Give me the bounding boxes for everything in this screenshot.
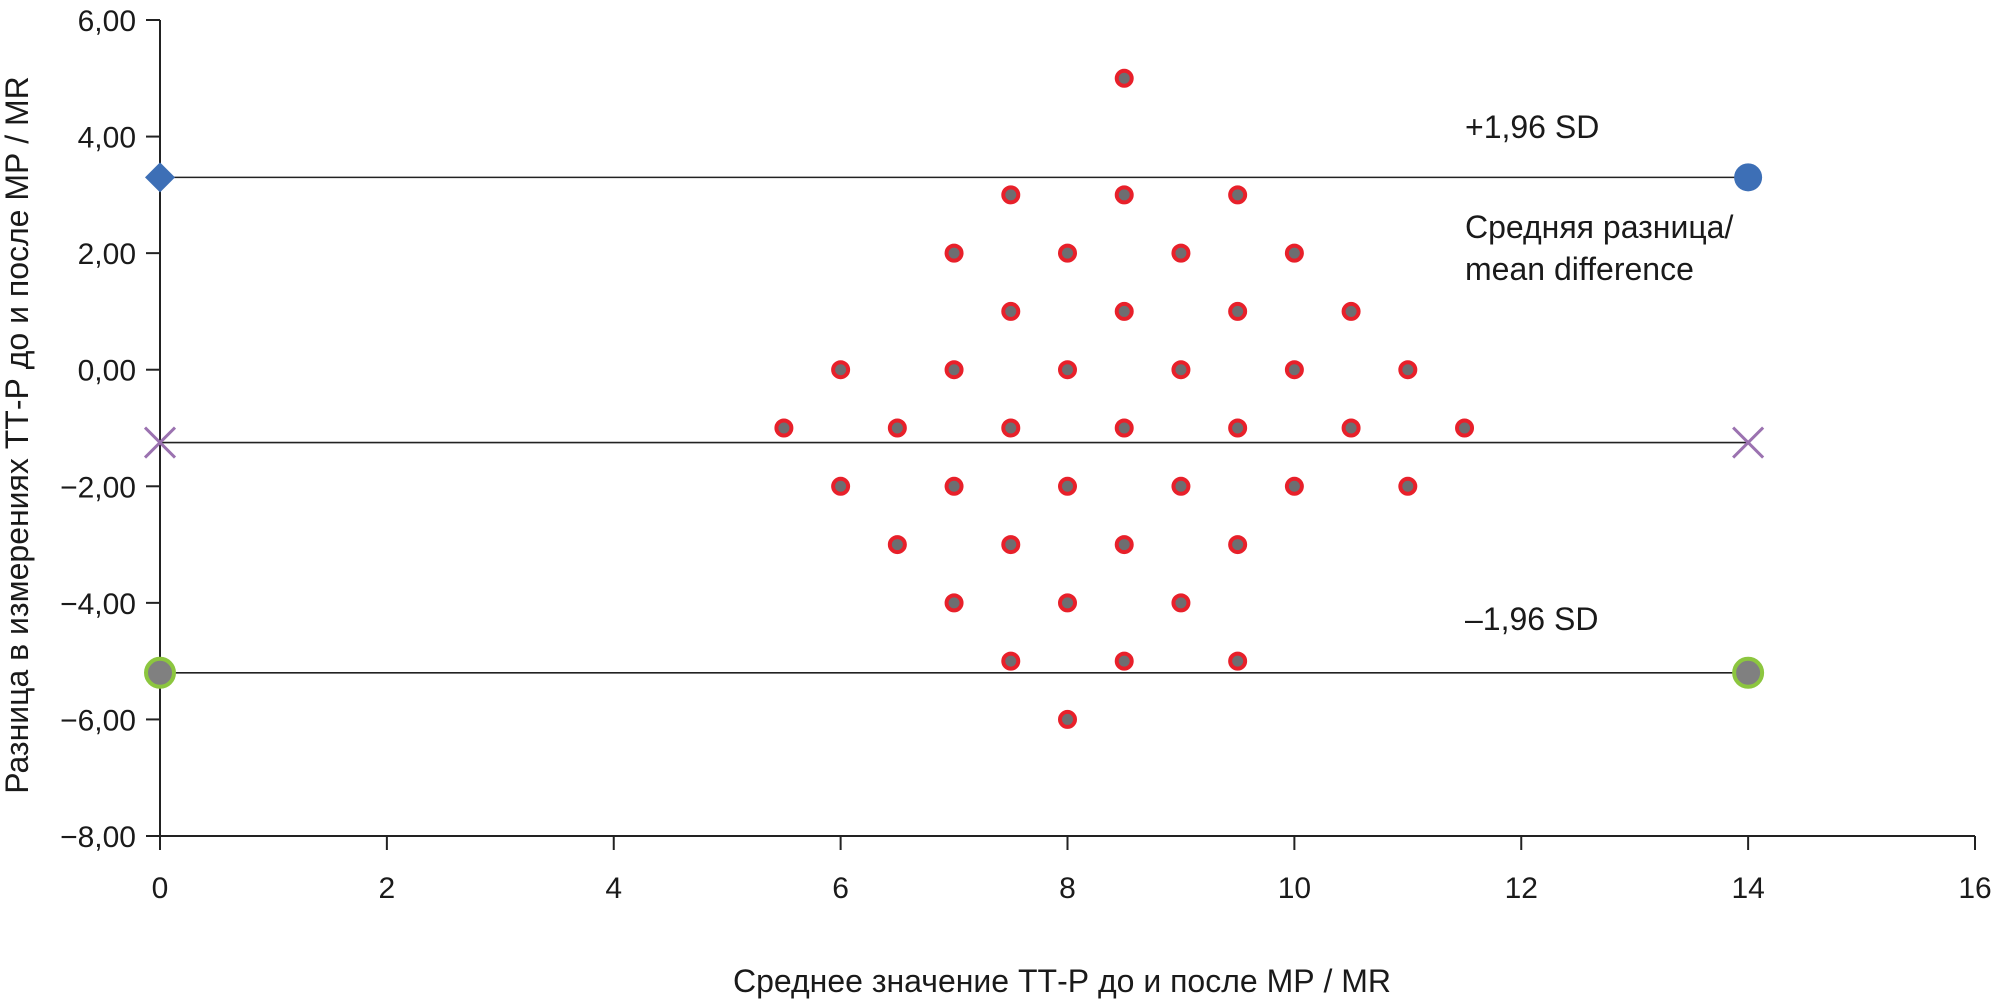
data-point xyxy=(944,243,964,263)
annotation-line: –1,96 SD xyxy=(1465,601,1598,637)
data-point xyxy=(1341,301,1361,321)
data-point xyxy=(1001,651,1021,671)
y-tick-label: −8,00 xyxy=(60,821,136,854)
data-point xyxy=(1171,360,1191,380)
upper-limit-label: +1,96 SD xyxy=(1465,109,1599,145)
data-point xyxy=(1284,476,1304,496)
data-point xyxy=(887,418,907,438)
mean-difference-label: Средняя разница/mean difference xyxy=(1465,209,1733,287)
data-point xyxy=(1001,301,1021,321)
data-point xyxy=(1228,418,1248,438)
data-point xyxy=(1058,709,1077,729)
annotation-line: Средняя разница/ xyxy=(1465,209,1733,245)
y-tick-label: 6,00 xyxy=(78,5,136,38)
data-point xyxy=(1228,301,1248,321)
data-point xyxy=(1058,593,1077,613)
data-point xyxy=(774,418,794,438)
data-point xyxy=(1114,185,1134,205)
data-point xyxy=(1001,535,1021,555)
data-point xyxy=(1284,360,1304,380)
data-point xyxy=(1228,535,1248,555)
data-point xyxy=(1341,418,1361,438)
data-point xyxy=(1001,185,1021,205)
data-point xyxy=(1398,476,1418,496)
x-tick-label: 6 xyxy=(832,872,849,905)
data-point xyxy=(1058,360,1077,380)
reference-lines xyxy=(160,176,1749,674)
y-tick-label: −6,00 xyxy=(60,704,136,737)
reference-markers xyxy=(143,162,1765,689)
upper-marker-end xyxy=(1734,163,1763,192)
lower-marker-end xyxy=(1732,656,1765,689)
data-point xyxy=(1398,360,1418,380)
x-axis-title: Среднее значение ТТ-Р до и после МР / MR xyxy=(733,963,1391,999)
annotations: +1,96 SD Средняя разница/mean difference… xyxy=(1465,109,1733,637)
data-point xyxy=(1284,243,1304,263)
data-point xyxy=(831,476,851,496)
y-tick-label: −4,00 xyxy=(60,588,136,621)
x-tick-label: 4 xyxy=(605,872,622,905)
data-points xyxy=(774,68,1475,729)
lower-limit-label: –1,96 SD xyxy=(1465,601,1598,637)
data-point xyxy=(1114,301,1134,321)
x-tick-label: 8 xyxy=(1059,872,1076,905)
data-point xyxy=(1058,243,1077,263)
x-tick-label: 16 xyxy=(1958,872,1991,905)
data-point xyxy=(1001,418,1021,438)
x-tick-label: 2 xyxy=(379,872,396,905)
data-point xyxy=(1114,418,1134,438)
data-point xyxy=(1114,535,1134,555)
data-point xyxy=(1171,243,1191,263)
lower-marker-start xyxy=(144,656,176,689)
upper-marker-start xyxy=(145,162,175,193)
data-point xyxy=(944,360,964,380)
data-point xyxy=(887,535,907,555)
y-tick-label: 4,00 xyxy=(78,122,136,155)
data-point xyxy=(944,593,964,613)
mean-marker-start xyxy=(143,426,177,459)
data-point xyxy=(944,476,964,496)
x-tick-label: 12 xyxy=(1505,872,1538,905)
mean-marker-end xyxy=(1732,426,1765,459)
y-tick-label: 0,00 xyxy=(78,355,136,388)
data-point xyxy=(1114,68,1134,88)
mean-marker-end-stroke-b xyxy=(1732,426,1765,459)
mean-marker-start-stroke-b xyxy=(143,426,177,459)
data-point xyxy=(1228,651,1248,671)
data-point xyxy=(1455,418,1475,438)
y-tick-label: 2,00 xyxy=(78,238,136,271)
data-point xyxy=(1171,593,1191,613)
data-point xyxy=(831,360,851,380)
data-point xyxy=(1228,185,1248,205)
annotation-line: mean difference xyxy=(1465,251,1694,287)
y-axis-title: Разница в измерениях ТТ-Р до и после МР … xyxy=(0,76,35,794)
data-point xyxy=(1058,476,1077,496)
x-tick-label: 0 xyxy=(152,872,169,905)
x-tick-label: 10 xyxy=(1278,872,1311,905)
axes: −8,00 −6,00 −4,00 −2,00 0,00 2,00 4,00 6,00 0 2 4 6… xyxy=(60,5,1992,905)
data-point xyxy=(1114,651,1134,671)
x-tick-label: 14 xyxy=(1731,872,1764,905)
data-point xyxy=(1171,476,1191,496)
y-tick-label: −2,00 xyxy=(60,471,136,504)
annotation-line: +1,96 SD xyxy=(1465,109,1599,145)
